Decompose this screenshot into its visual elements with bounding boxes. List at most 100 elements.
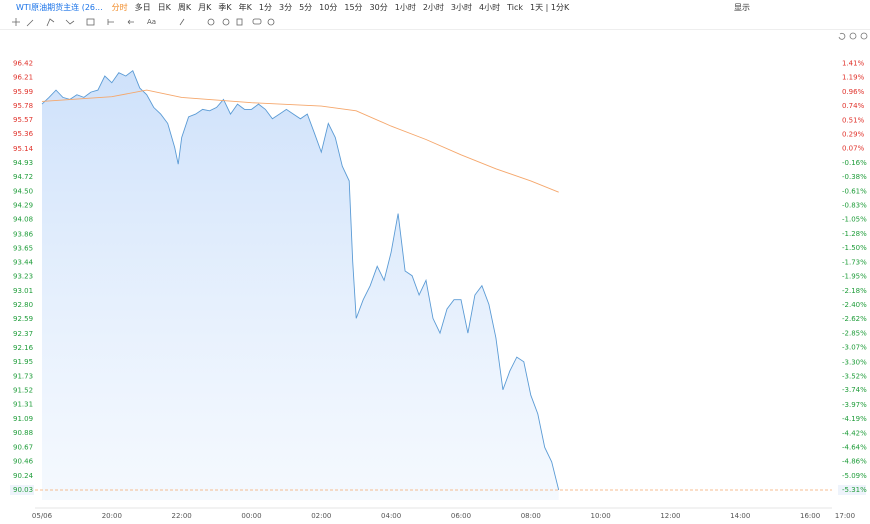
y-tick-label: 90.46 [13, 457, 34, 465]
y2-tick-label: 0.29% [842, 130, 865, 138]
period-tab[interactable]: 15分 [344, 2, 363, 12]
last-price-tag [10, 484, 34, 495]
y2-tick-label: -1.28% [842, 230, 867, 238]
y2-tick-label: -3.52% [842, 372, 867, 380]
y-tick-label: 93.01 [13, 287, 33, 295]
interval-select[interactable]: 1天 | 1分K [530, 2, 570, 12]
text-tool[interactable]: Aa [147, 18, 156, 26]
period-tab[interactable]: 5分 [299, 2, 313, 12]
move-icon [12, 18, 20, 26]
y-tick-label: 91.09 [13, 415, 33, 423]
delete-icon [236, 18, 243, 26]
period-tab[interactable]: 3小时 [450, 2, 473, 12]
y-tick-label: 96.42 [13, 59, 33, 67]
y-tick-label: 95.57 [13, 116, 33, 124]
y2-tick-label: -3.30% [842, 358, 867, 366]
x-tick-label: 10:00 [591, 512, 611, 520]
y2-tick-label: 0.96% [842, 88, 865, 96]
y2-tick-label: -1.95% [842, 273, 867, 281]
y2-tick-label: -2.62% [842, 315, 867, 323]
period-tab[interactable]: 4小时 [479, 2, 501, 12]
y2-tick-label: 1.41% [842, 59, 865, 67]
y-tick-label: 92.16 [13, 344, 34, 352]
period-tab[interactable]: 年K [238, 2, 252, 12]
y-tick-label: 95.14 [13, 145, 34, 153]
zoom-out-icon[interactable] [849, 32, 857, 40]
y2-tick-label: -2.40% [842, 301, 867, 309]
y2-tick-label: -4.86% [842, 457, 867, 465]
display-menu[interactable]: 显示 [734, 2, 750, 12]
y2-tick-label: 1.19% [842, 73, 865, 81]
y-tick-label: 95.99 [13, 88, 33, 96]
x-tick-label: 00:00 [241, 512, 261, 520]
y-tick-label: 94.08 [13, 216, 33, 224]
x-tick-label: 02:00 [311, 512, 331, 520]
y2-tick-label: -1.05% [842, 216, 867, 224]
x-tick-label: 04:00 [381, 512, 401, 520]
shape-icon [86, 18, 95, 26]
y-tick-label: 91.31 [13, 401, 33, 409]
y-tick-label: 91.52 [13, 387, 33, 395]
y-tick-label: 90.24 [13, 472, 34, 480]
y2-tick-label: -3.07% [842, 344, 867, 352]
y-tick-label: 92.59 [13, 315, 33, 323]
period-tab[interactable]: 10分 [319, 2, 338, 12]
y2-tick-label: -4.19% [842, 415, 867, 423]
y-tick-label: 93.86 [13, 230, 34, 238]
y2-tick-label: -0.61% [842, 188, 867, 196]
last-change-label: -5.31% [842, 486, 867, 494]
drawing-icons: Aa [12, 18, 275, 27]
y2-tick-label: -2.18% [842, 287, 867, 295]
y2-tick-label: -4.42% [842, 429, 867, 437]
y-tick-label: 92.37 [13, 330, 33, 338]
period-tab[interactable]: 1分 [258, 2, 272, 12]
drawing-toolbar: Aa [0, 15, 870, 30]
x-tick-label: 16:00 [800, 512, 820, 520]
price-area [42, 70, 559, 500]
average-line [41, 89, 559, 193]
measure-icon [107, 19, 114, 25]
target-icon [222, 18, 230, 26]
y-tick-label: 93.44 [13, 258, 34, 266]
y-tick-label: 91.73 [13, 372, 33, 380]
x-tick-label: 08:00 [521, 512, 541, 520]
period-tab[interactable]: 分时 [111, 2, 128, 12]
period-tab[interactable]: 30分 [369, 2, 388, 12]
period-tab[interactable]: 2小时 [422, 2, 444, 12]
x-tick-label: 20:00 [102, 512, 122, 520]
line-icon [26, 19, 34, 27]
plot-area [41, 69, 560, 500]
y-tick-label: 95.36 [13, 130, 34, 138]
period-tab[interactable]: Tick [507, 2, 524, 12]
x-tick-label: 22:00 [172, 512, 192, 520]
undo-icon[interactable] [838, 32, 846, 40]
y-tick-label: 94.50 [13, 188, 33, 196]
y-tick-label: 90.88 [13, 429, 33, 437]
y2-tick-label: -0.38% [842, 173, 867, 181]
last-change-tag [838, 484, 866, 495]
period-tab[interactable]: 周K [177, 2, 192, 12]
wave-icon [65, 19, 75, 25]
y2-tick-label: -1.50% [842, 244, 867, 252]
x-tick-label: 14:00 [730, 512, 750, 520]
settings-icon [267, 18, 275, 26]
trend-icon [46, 18, 55, 27]
period-tab[interactable]: 3分 [278, 2, 293, 12]
period-tab[interactable]: 多日 [134, 2, 151, 12]
zoom-in-icon[interactable] [860, 32, 868, 40]
y-tick-label: 95.78 [13, 102, 33, 110]
period-tab[interactable]: 日K [157, 2, 171, 12]
period-toolbar: WTI原油期货主连 (26... 分时 多日 日K 周K 月K 季K 年K 1分 3分 5分 10分 1… [0, 0, 870, 14]
y-tick-label: 91.95 [13, 358, 33, 366]
period-tab[interactable]: 1小时 [394, 2, 416, 12]
y2-tick-label: -2.85% [842, 330, 867, 338]
period-tab[interactable]: 季K [218, 2, 232, 12]
y2-tick-label: -4.64% [842, 443, 867, 451]
y-tick-label: 90.67 [13, 443, 33, 451]
symbol[interactable]: WTI原油期货主连 (26... [16, 2, 103, 12]
chart: 96.42 96.21 95.99 95.78 95.57 95.36 95.14 94.93… [10, 32, 868, 520]
period-tab[interactable]: 月K [198, 2, 212, 12]
y-tick-label: 93.23 [13, 272, 33, 280]
y2-tick-label: -1.73% [842, 259, 867, 267]
